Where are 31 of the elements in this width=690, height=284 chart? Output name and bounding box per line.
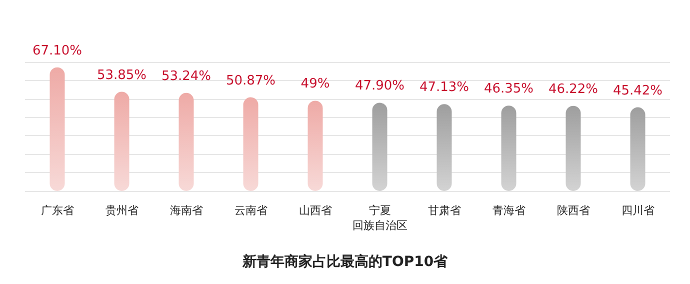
data-label: 53.24% (161, 68, 212, 84)
x-tick-label: 云南省 (234, 204, 268, 217)
data-label: 53.85% (96, 68, 147, 83)
x-tick-label: 山西省 (298, 204, 332, 217)
text: 新青年商家占比最高的TOP10省 (241, 253, 449, 270)
x-tick-label: 海南省 (170, 204, 203, 217)
bar (566, 106, 581, 191)
bar (630, 107, 646, 191)
data-label: 67.10% (32, 43, 82, 58)
x-tick-label: 广东省 (40, 204, 74, 217)
bar (243, 97, 258, 191)
bar (114, 92, 130, 191)
data-label: 47.90% (354, 78, 405, 94)
data-label: 46.35% (484, 82, 534, 97)
data-label: 50.87% (226, 73, 276, 88)
bar (50, 67, 65, 191)
bar (372, 102, 388, 191)
data-label: 49% (300, 76, 330, 92)
bar (436, 104, 452, 191)
x-tick-label: 贵州省 (105, 204, 138, 217)
data-label: 45.42% (612, 83, 663, 98)
bar (308, 100, 323, 191)
x-tick-label: 陕西省 (556, 204, 590, 217)
x-tick-label: 宁夏回族自治区 (352, 204, 408, 232)
x-tick-label: 青海省 (492, 204, 526, 217)
x-tick-label: 四川省 (621, 204, 654, 217)
bar (178, 92, 194, 191)
bar (501, 106, 516, 191)
data-label: 46.22% (548, 82, 598, 97)
data-label: 47.13% (419, 80, 470, 96)
x-tick-label: 甘肃省 (428, 204, 461, 217)
